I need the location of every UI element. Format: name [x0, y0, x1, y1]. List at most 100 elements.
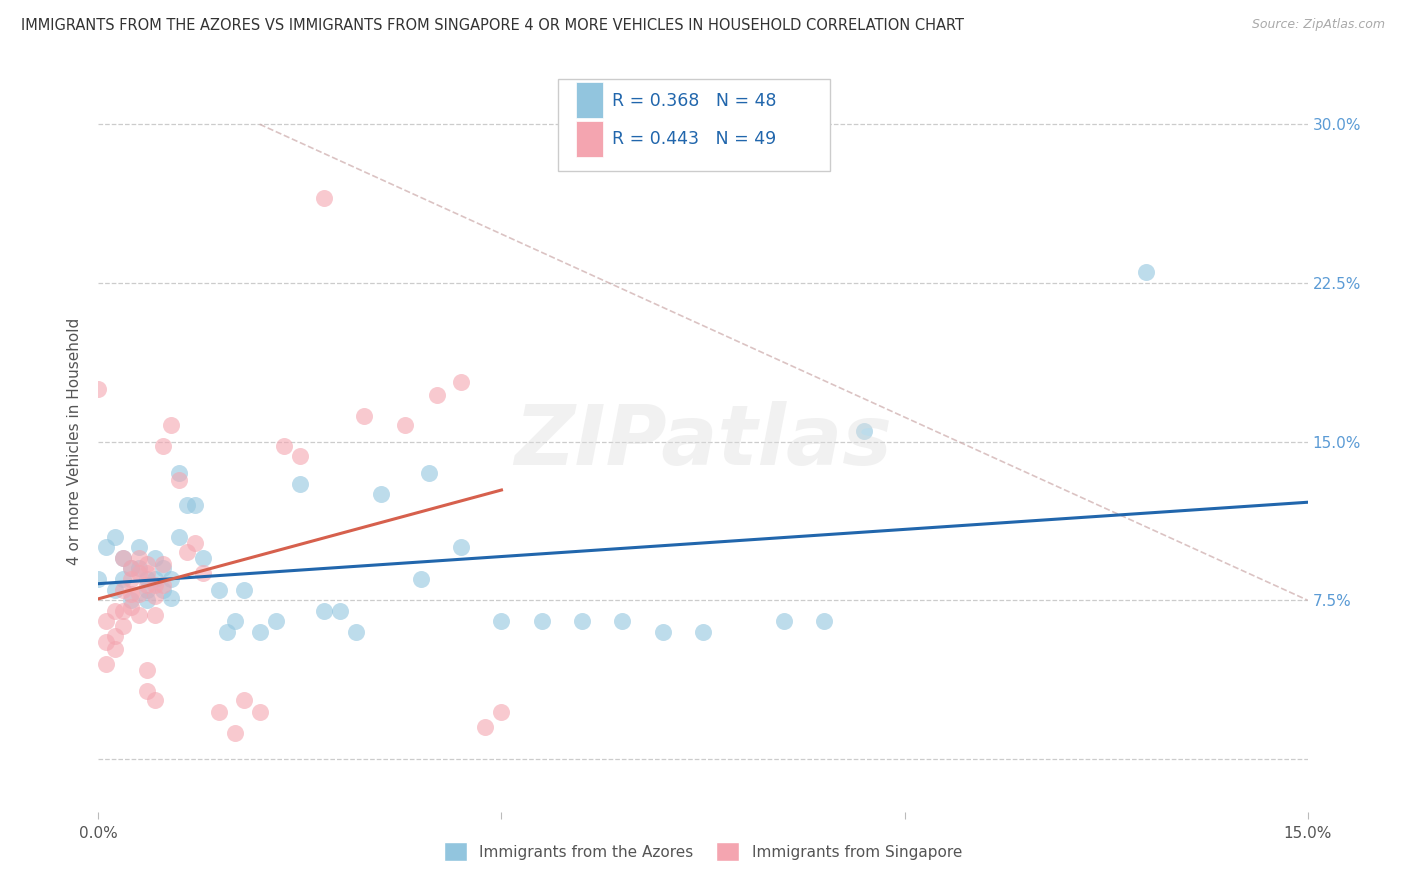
Point — [314, 604, 336, 618]
Point — [167, 467, 190, 481]
Point — [103, 582, 125, 597]
Point — [217, 624, 239, 639]
Point — [120, 561, 142, 575]
Point — [120, 593, 142, 607]
Point — [96, 615, 118, 629]
Point — [224, 726, 246, 740]
Point — [450, 376, 472, 390]
Text: IMMIGRANTS FROM THE AZORES VS IMMIGRANTS FROM SINGAPORE 4 OR MORE VEHICLES IN HO: IMMIGRANTS FROM THE AZORES VS IMMIGRANTS… — [21, 18, 965, 33]
Text: R = 0.443   N = 49: R = 0.443 N = 49 — [613, 130, 776, 148]
Point — [184, 498, 207, 512]
Point — [491, 615, 513, 629]
Point — [651, 624, 673, 639]
Point — [167, 530, 190, 544]
FancyBboxPatch shape — [576, 121, 603, 156]
Point — [426, 388, 449, 402]
Point — [264, 615, 287, 629]
Point — [692, 624, 714, 639]
Point — [193, 550, 215, 565]
Point — [143, 589, 166, 603]
Point — [135, 684, 157, 698]
Point — [288, 476, 311, 491]
Text: R = 0.368   N = 48: R = 0.368 N = 48 — [613, 92, 776, 110]
Point — [571, 615, 593, 629]
Point — [370, 487, 392, 501]
Point — [152, 561, 174, 575]
Point — [394, 417, 416, 432]
Point — [329, 604, 352, 618]
Point — [193, 566, 215, 580]
Point — [314, 191, 336, 205]
Point — [409, 572, 432, 586]
FancyBboxPatch shape — [576, 82, 603, 118]
Point — [152, 558, 174, 572]
Point — [128, 561, 150, 575]
Point — [612, 615, 634, 629]
Point — [120, 572, 142, 586]
Point — [120, 599, 142, 614]
Text: Source: ZipAtlas.com: Source: ZipAtlas.com — [1251, 18, 1385, 31]
Point — [111, 550, 134, 565]
Point — [135, 566, 157, 580]
Point — [143, 607, 166, 622]
Point — [128, 607, 150, 622]
Point — [273, 439, 295, 453]
Point — [128, 587, 150, 601]
Point — [249, 624, 271, 639]
Point — [103, 641, 125, 656]
Point — [111, 604, 134, 618]
Point — [135, 578, 157, 592]
Point — [135, 558, 157, 572]
Point — [128, 541, 150, 555]
Point — [418, 467, 440, 481]
Point — [176, 544, 198, 558]
Point — [813, 615, 835, 629]
FancyBboxPatch shape — [558, 78, 830, 171]
Point — [249, 706, 271, 720]
Point — [135, 593, 157, 607]
Point — [103, 530, 125, 544]
Point — [152, 578, 174, 592]
Point — [96, 541, 118, 555]
Point — [87, 572, 110, 586]
Text: ZIPatlas: ZIPatlas — [515, 401, 891, 482]
Point — [232, 692, 254, 706]
Point — [135, 663, 157, 677]
Point — [128, 566, 150, 580]
Point — [474, 720, 496, 734]
Point — [853, 424, 876, 438]
Point — [135, 582, 157, 597]
Point — [111, 582, 134, 597]
Point — [160, 572, 183, 586]
Point — [208, 706, 231, 720]
Point — [152, 582, 174, 597]
Point — [103, 604, 125, 618]
Point — [143, 572, 166, 586]
Point — [111, 618, 134, 632]
Point — [120, 587, 142, 601]
Point — [87, 382, 110, 396]
Point — [160, 591, 183, 605]
Point — [184, 536, 207, 550]
Point — [128, 550, 150, 565]
Point — [353, 409, 375, 424]
Point — [103, 629, 125, 643]
Point — [288, 450, 311, 464]
Point — [143, 550, 166, 565]
Legend: Immigrants from the Azores, Immigrants from Singapore: Immigrants from the Azores, Immigrants f… — [439, 836, 967, 867]
Point — [120, 561, 142, 575]
Point — [167, 473, 190, 487]
Point — [208, 582, 231, 597]
Point — [111, 572, 134, 586]
Point — [530, 615, 553, 629]
Point — [143, 692, 166, 706]
Point — [135, 572, 157, 586]
Point — [344, 624, 367, 639]
Point — [152, 439, 174, 453]
Point — [1135, 265, 1157, 279]
Point — [224, 615, 246, 629]
Point — [491, 706, 513, 720]
Point — [111, 550, 134, 565]
Point — [96, 657, 118, 671]
Point — [450, 541, 472, 555]
